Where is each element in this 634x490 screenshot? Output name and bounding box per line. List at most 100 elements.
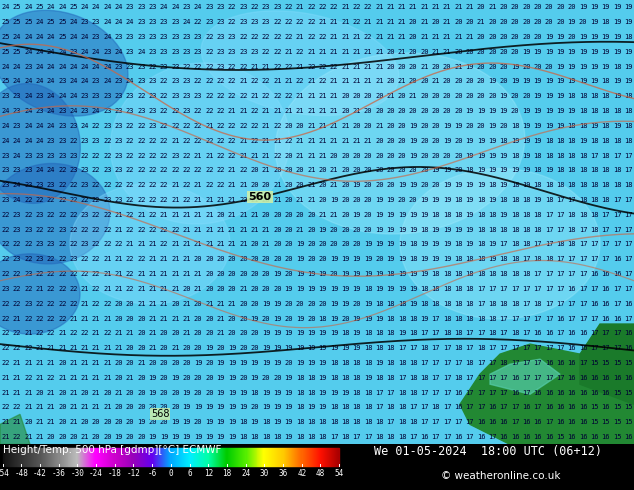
Text: 19: 19 (138, 419, 146, 425)
Text: 19: 19 (624, 49, 633, 55)
Bar (169, 448, 170, 466)
Text: 20: 20 (126, 345, 134, 351)
Text: 23: 23 (183, 93, 191, 99)
Bar (306, 448, 307, 466)
Text: 21: 21 (285, 108, 293, 114)
Bar (233, 448, 234, 466)
Text: 18: 18 (330, 404, 338, 411)
Text: 22: 22 (126, 271, 134, 277)
Text: 24: 24 (115, 19, 123, 25)
Text: 20: 20 (148, 360, 157, 366)
Text: 17: 17 (398, 345, 406, 351)
Text: 17: 17 (602, 226, 610, 233)
Ellipse shape (0, 254, 80, 334)
Text: 16: 16 (579, 330, 587, 336)
Text: 18: 18 (386, 316, 395, 321)
Text: 18: 18 (545, 256, 553, 262)
Text: 18: 18 (455, 286, 463, 292)
Text: 20: 20 (420, 108, 429, 114)
Ellipse shape (70, 184, 230, 304)
Text: 16: 16 (522, 434, 531, 440)
Text: 22: 22 (285, 64, 293, 70)
Text: 17: 17 (500, 390, 508, 395)
Text: 24: 24 (81, 34, 89, 40)
Bar (70, 448, 72, 466)
Text: 20: 20 (420, 123, 429, 129)
Text: 21: 21 (353, 34, 361, 40)
Text: 17: 17 (522, 330, 531, 336)
Text: 16: 16 (556, 390, 565, 395)
Text: 22: 22 (115, 242, 123, 247)
Text: 16: 16 (567, 345, 576, 351)
Bar (38, 448, 39, 466)
Text: 16: 16 (500, 419, 508, 425)
Text: 17: 17 (375, 404, 384, 411)
Text: 20: 20 (500, 34, 508, 40)
Text: 18: 18 (567, 168, 576, 173)
Bar (120, 448, 122, 466)
Bar (211, 448, 212, 466)
Text: 17: 17 (443, 419, 451, 425)
Text: 17: 17 (567, 197, 576, 203)
Text: 19: 19 (500, 152, 508, 159)
Text: 17: 17 (624, 197, 633, 203)
Text: 17: 17 (534, 242, 542, 247)
Bar (108, 448, 109, 466)
Text: 18: 18 (409, 316, 417, 321)
Text: 21: 21 (239, 242, 248, 247)
Text: 22: 22 (126, 226, 134, 233)
Text: 42: 42 (297, 469, 306, 478)
Text: 21: 21 (364, 19, 372, 25)
Text: 18: 18 (262, 434, 270, 440)
Text: 24: 24 (58, 93, 67, 99)
Text: 19: 19 (262, 301, 270, 307)
Bar (8, 448, 10, 466)
Text: 18: 18 (465, 360, 474, 366)
Text: 20: 20 (522, 34, 531, 40)
Text: 21: 21 (47, 360, 55, 366)
Bar (65, 448, 67, 466)
Text: 20: 20 (285, 316, 293, 321)
Text: 21: 21 (205, 226, 214, 233)
Text: 19: 19 (465, 64, 474, 70)
Text: 18: 18 (465, 256, 474, 262)
Text: 22: 22 (1, 242, 10, 247)
Text: 19: 19 (296, 256, 304, 262)
Text: 20: 20 (307, 301, 316, 307)
Text: 19: 19 (409, 152, 417, 159)
Text: 19: 19 (160, 434, 169, 440)
Text: 21: 21 (24, 434, 32, 440)
Text: 16: 16 (624, 375, 633, 381)
Text: 22: 22 (160, 197, 169, 203)
Bar (96, 448, 97, 466)
Text: 20: 20 (205, 256, 214, 262)
Text: 18: 18 (386, 360, 395, 366)
Text: 22: 22 (36, 197, 44, 203)
Text: 18: 18 (613, 108, 621, 114)
Bar (134, 448, 136, 466)
Text: 17: 17 (534, 316, 542, 321)
Bar (311, 448, 312, 466)
Text: 18: 18 (386, 404, 395, 411)
Text: -54: -54 (0, 469, 10, 478)
Text: 20: 20 (477, 34, 486, 40)
Text: 23: 23 (58, 138, 67, 144)
Text: 22: 22 (138, 226, 146, 233)
Text: 23: 23 (148, 108, 157, 114)
Text: 21: 21 (92, 375, 100, 381)
Text: 23: 23 (205, 19, 214, 25)
Bar (63, 448, 65, 466)
Text: 17: 17 (432, 316, 440, 321)
Text: 19: 19 (217, 390, 225, 395)
Text: 20: 20 (171, 390, 179, 395)
Text: 19: 19 (386, 226, 395, 233)
Text: 20: 20 (330, 242, 338, 247)
Text: 20: 20 (285, 212, 293, 218)
Text: 19: 19 (398, 286, 406, 292)
Text: 21: 21 (398, 49, 406, 55)
Text: 23: 23 (13, 212, 21, 218)
Text: 23: 23 (126, 108, 134, 114)
Text: 18: 18 (443, 271, 451, 277)
Text: 19: 19 (386, 242, 395, 247)
Text: 19: 19 (171, 375, 179, 381)
